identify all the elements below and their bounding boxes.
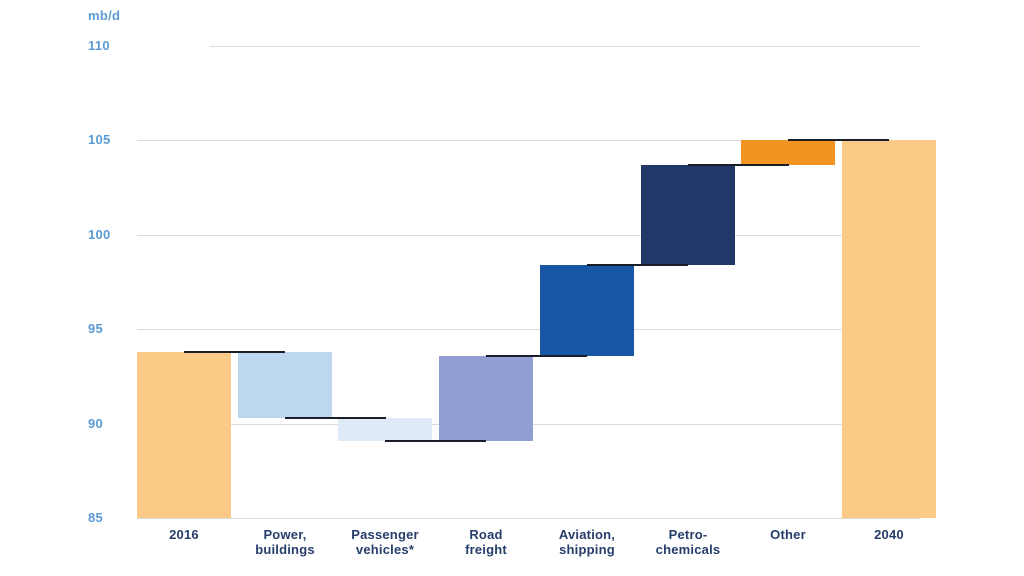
- category-label-4: Aviation, shipping: [558, 527, 616, 557]
- category-label-1: Power, buildings: [255, 527, 315, 557]
- bar-passenger-vehicles: [338, 418, 432, 441]
- y-axis-unit-label: mb/d: [88, 8, 121, 23]
- connector-line-1: [285, 417, 386, 419]
- y-tick-label-110: 110: [88, 38, 110, 53]
- y-tick-label-90: 90: [88, 416, 104, 431]
- gridline-95: [137, 329, 920, 330]
- bar-power-buildings: [238, 352, 332, 418]
- bar-other: [741, 140, 835, 165]
- bar-petro--chemicals: [641, 165, 735, 265]
- bar-2040: [842, 140, 936, 518]
- connector-line-3: [486, 355, 587, 357]
- category-label-5: Petro- chemicals: [655, 527, 721, 557]
- gridline-100: [137, 235, 920, 236]
- gridline-85: [137, 518, 920, 519]
- connector-line-6: [788, 139, 889, 141]
- category-label-0: 2016: [169, 527, 199, 542]
- bar-aviation-shipping: [540, 265, 634, 356]
- y-tick-label-95: 95: [88, 321, 104, 336]
- gridline-110: [210, 46, 920, 47]
- y-tick-label-105: 105: [88, 132, 111, 147]
- connector-line-4: [587, 264, 688, 266]
- bar-road-freight: [439, 356, 533, 441]
- connector-line-5: [688, 164, 789, 166]
- gridline-105: [137, 140, 920, 141]
- category-label-3: Road freight: [465, 527, 507, 557]
- bar-2016: [137, 352, 231, 518]
- connector-line-0: [184, 351, 285, 353]
- category-label-6: Other: [770, 527, 806, 542]
- y-tick-label-100: 100: [88, 227, 111, 242]
- category-label-2: Passenger vehicles*: [351, 527, 419, 557]
- connector-line-2: [385, 440, 486, 442]
- category-label-7: 2040: [874, 527, 904, 542]
- y-tick-label-85: 85: [88, 510, 104, 525]
